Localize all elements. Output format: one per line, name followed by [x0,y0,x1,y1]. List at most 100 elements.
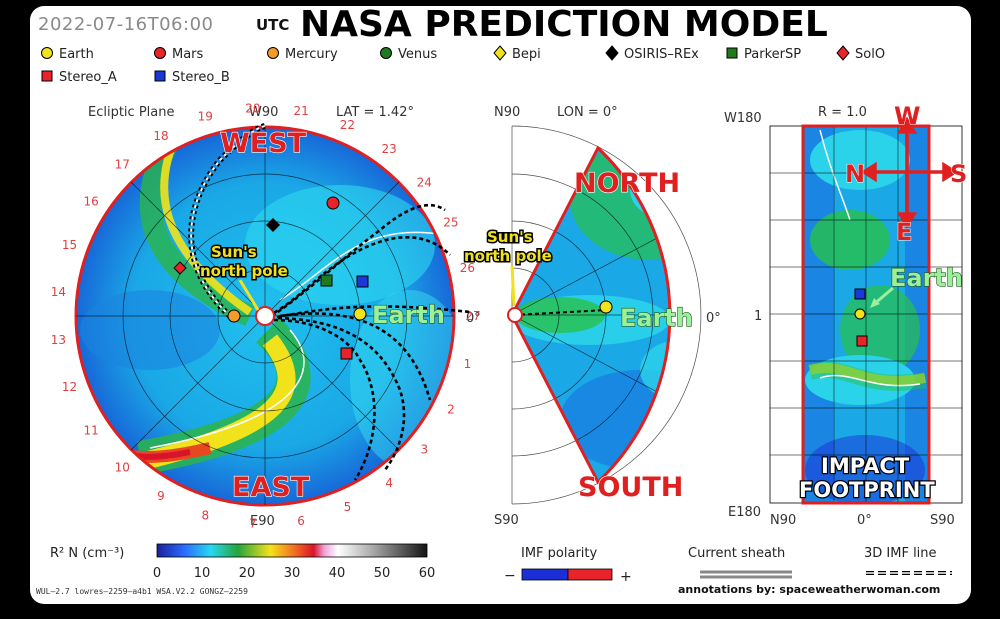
mars-marker [326,196,340,210]
solo-icon [836,45,850,61]
solo-marker [173,261,187,275]
ecl-earth-note: Earth [372,301,445,329]
stereo-a-marker [340,347,353,360]
sheath-label: Current sheath [688,546,785,561]
colorbar-tick: 60 [419,566,436,581]
sector-number: 21 [293,104,308,118]
sector-number: 9 [157,489,165,503]
sector-number: 18 [153,129,168,143]
legend-label: Bepi [512,47,541,62]
legend-label: Venus [398,47,437,62]
legend-label: SolO [855,47,885,62]
mer-sun-marker [507,307,523,323]
meridional-panel: N90 LON = 0° S90 0° [463,105,721,528]
mer-bottom-label: S90 [494,513,519,528]
imf-label: IMF polarity [521,546,597,561]
sector-number: 17 [115,158,130,172]
sector-number: 6 [297,514,305,528]
sector-number: 27 [465,309,480,323]
ecliptic-right-label: 0° [466,311,481,326]
legend-label: Mars [172,47,204,62]
timestamp: 2022-07-16T06:00 [38,14,213,35]
imf-positive-swatch [567,568,613,581]
mer-sun-note-1: Sun's [487,228,533,246]
mars-icon [154,47,166,59]
colorbar: R² N (cm⁻³) 0 10 20 30 40 50 60 [50,543,436,581]
fp-mid-left: 1 [754,309,762,324]
impact-label-2: FOOTPRINT [799,478,935,502]
legend-label: OSIRIS–REx [624,47,699,62]
mer-right-label: 0° [706,311,721,326]
compass-w: W [894,102,920,130]
earth-marker [353,307,367,321]
ecl-sun-arrow [238,279,260,311]
legend-label: Earth [59,47,94,62]
legend-item: ParkerSP [726,47,801,62]
mer-lon: LON = 0° [557,105,618,120]
sector-number: 26 [460,261,475,275]
ecliptic-lat: LAT = 1.42° [336,105,414,120]
mer-top-label: N90 [494,105,520,120]
compass-n: N [845,160,865,188]
ecliptic-bodies [173,196,369,360]
sector-number: 13 [51,333,66,347]
legend-item: Stereo_B [154,70,230,85]
legend-label: ParkerSP [744,47,801,62]
sector-number: 25 [443,216,458,230]
sector-number: 7 [249,517,257,531]
sector-number: 4 [385,476,393,490]
sector-number: 5 [344,500,352,514]
colorbar-tick: 10 [194,566,211,581]
colorbar-tick: 0 [153,566,161,581]
sector-number: 23 [382,142,397,156]
ecl-sun-note-1: Sun's [211,243,257,261]
timezone: UTC [256,16,289,34]
ecl-sun-note-2: north pole [200,262,288,280]
ecliptic-top-label: W90 [249,105,278,120]
sector-number: 12 [62,380,77,394]
colorbar-tick: 30 [284,566,301,581]
earth-icon [41,47,53,59]
ecliptic-title: Ecliptic Plane [88,105,174,120]
meridional-wedge [510,145,672,485]
footer-text: WUL–2.7 lowres–2259–a4b1 WSA.V2.2 GONGZ–… [36,587,248,596]
sector-number: 22 [340,118,355,132]
sun-marker [255,306,275,326]
venus-marker [320,274,333,287]
sector-number: 1 [464,357,472,371]
sector-number: 8 [201,508,209,522]
mer-sun-note-2: north pole [464,247,552,265]
fp-x-tick-right: S90 [930,513,955,528]
colorbar-tick: 50 [374,566,391,581]
imf-lines [267,203,471,481]
imf-line-label: 3D IMF line [864,546,937,561]
compass-s: S [950,160,967,188]
fp-x-tick-left: N90 [770,513,796,528]
imf-negative-swatch [521,568,569,581]
mer-earth-note: Earth [620,304,693,332]
sector-number: 16 [84,195,99,209]
mercury-marker [227,309,241,323]
east-label: EAST [232,472,310,503]
fp-stereo-b [854,288,866,300]
fp-bottom-left: E180 [728,505,761,520]
ecliptic-panel: Ecliptic Plane W90 LAT = 1.42° E90 0° 12… [51,101,481,530]
sector-number: 15 [62,238,77,252]
sector-number: 2 [447,402,455,416]
legend: Earth Mars Mercury Venus Bepi OSIRIS–REx Parke… [41,45,885,85]
credit-text: annotations by: spaceweatherwoman.com [678,583,940,596]
legend-item: SolO [836,45,885,62]
legend-item: Earth [41,47,94,62]
west-label: WEST [220,128,307,159]
imf-polarity-legend: IMF polarity − + [504,546,632,585]
footprint-panel: R = 1.0 W180 E180 1 N90 0° S90 [724,102,968,529]
legend-item: Venus [380,47,437,62]
legend-label: Mercury [285,47,338,62]
osiris-rex-icon [605,45,619,61]
sector-number: 20 [245,101,260,115]
fp-earth-note: Earth [890,264,963,292]
stereo-b-icon [154,70,166,82]
colorbar-label: R² N (cm⁻³) [50,546,124,561]
